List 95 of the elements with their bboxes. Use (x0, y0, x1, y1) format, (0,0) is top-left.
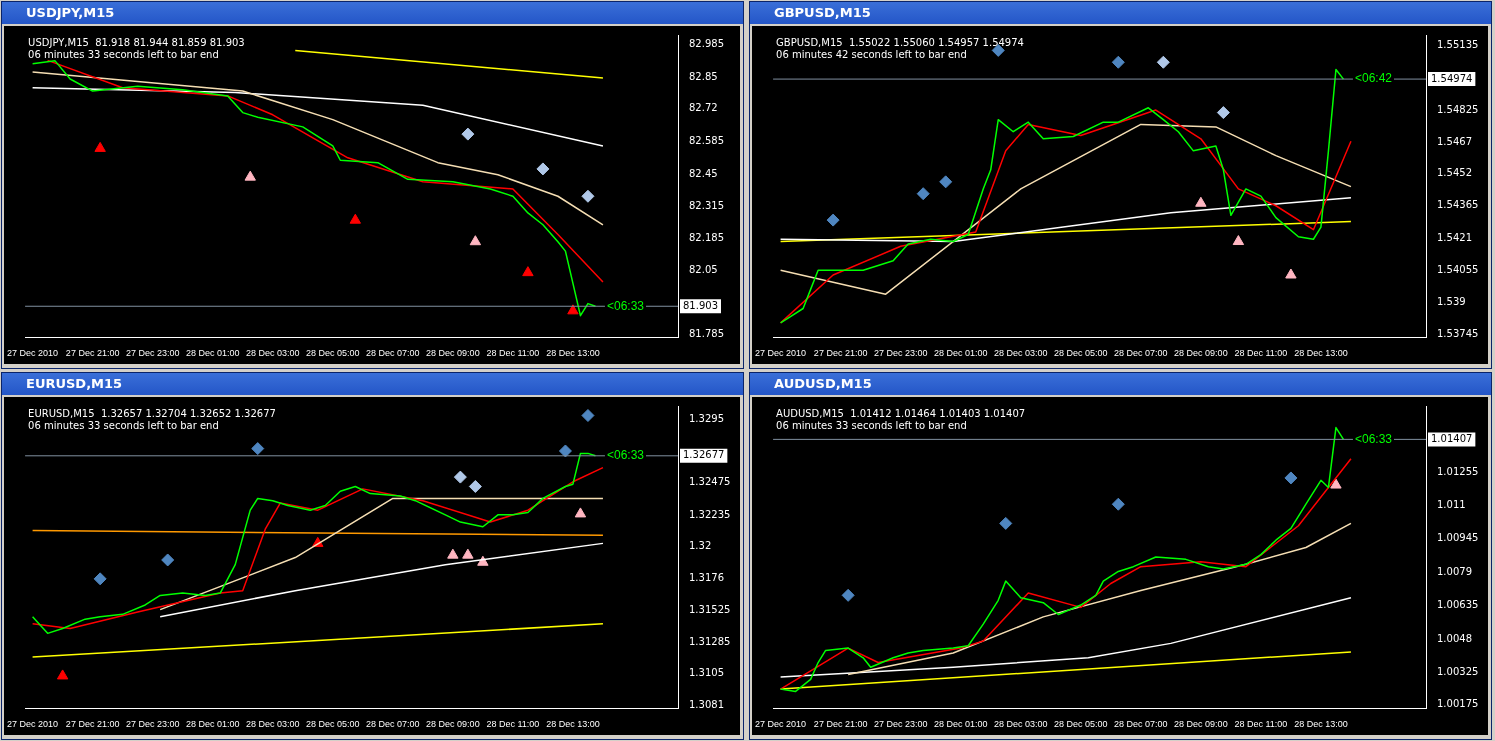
x-tick-label: 27 Dec 23:00 (125, 348, 180, 359)
annotation: <06:33 (606, 298, 645, 313)
x-tick-label: 28 Dec 07:00 (1114, 348, 1168, 359)
y-tick-label: 1.54365 (1437, 199, 1479, 211)
y-tick-label: 1.5421 (1437, 231, 1472, 243)
x-tick-label: 28 Dec 05:00 (306, 348, 360, 359)
x-tick-label: 28 Dec 07:00 (366, 348, 420, 359)
x-tick-label: 27 Dec 21:00 (813, 348, 868, 359)
y-tick-label: 1.3176 (689, 572, 724, 584)
y-tick-label: 82.85 (689, 70, 718, 82)
x-tick-label: 28 Dec 03:00 (245, 719, 300, 730)
y-tick-label: 1.32235 (689, 508, 731, 520)
y-tick-label: 1.00325 (1437, 666, 1479, 678)
y-tick-label: 1.31525 (689, 603, 731, 615)
annotation: 06 minutes 33 seconds left to bar end (776, 419, 967, 431)
annotation: <06:33 (606, 448, 645, 463)
x-tick-label: 28 Dec 09:00 (1174, 719, 1228, 730)
y-tick-label: 82.185 (689, 231, 724, 243)
y-tick-label: 1.5452 (1437, 167, 1472, 179)
annotation: <06:42 (1354, 71, 1393, 86)
y-tick-label: 1.00635 (1437, 599, 1479, 611)
ref-line-label: 1.01407 (1431, 432, 1473, 444)
x-tick-label: 28 Dec 07:00 (1114, 719, 1168, 730)
annotation: 06 minutes 33 seconds left to bar end (28, 48, 219, 60)
y-tick-label: 1.539 (1437, 296, 1466, 308)
x-tick-label: 28 Dec 01:00 (185, 719, 240, 730)
x-tick-label: 28 Dec 11:00 (486, 719, 540, 730)
y-tick-label: 1.5467 (1437, 135, 1472, 147)
annotation: <06:33 (1354, 431, 1393, 446)
x-tick-label: 27 Dec 23:00 (873, 719, 928, 730)
x-tick-label: 28 Dec 09:00 (426, 348, 480, 359)
x-tick-label: 27 Dec 21:00 (813, 719, 868, 730)
chart-title: GBPUSD,M15 (750, 2, 1491, 24)
x-tick-label: 28 Dec 05:00 (306, 719, 360, 730)
x-tick-label: 27 Dec 21:00 (65, 348, 120, 359)
x-tick-label: 28 Dec 13:00 (1294, 348, 1348, 359)
y-tick-label: 1.31285 (689, 635, 731, 647)
x-tick-label: 28 Dec 13:00 (546, 719, 600, 730)
x-tick-label: 28 Dec 03:00 (993, 348, 1048, 359)
y-tick-label: 1.01255 (1437, 465, 1479, 477)
y-tick-label: 1.54825 (1437, 103, 1479, 115)
x-tick-label: 28 Dec 13:00 (1294, 719, 1348, 730)
y-tick-label: 1.0048 (1437, 632, 1472, 644)
x-tick-label: 28 Dec 03:00 (245, 348, 300, 359)
y-tick-label: 1.0079 (1437, 565, 1472, 577)
ref-line-label: 1.54974 (1431, 72, 1473, 84)
chart-title: EURUSD,M15 (2, 373, 743, 395)
x-tick-label: 27 Dec 2010 (755, 719, 807, 730)
y-tick-label: 1.3105 (689, 667, 724, 679)
x-tick-label: 28 Dec 13:00 (546, 348, 600, 359)
y-tick-label: 82.05 (689, 264, 718, 276)
chart-title: USDJPY,M15 (2, 2, 743, 24)
x-tick-label: 28 Dec 07:00 (366, 719, 420, 730)
y-tick-label: 81.785 (689, 328, 724, 340)
chart-subtitle: USDJPY,M15 81.918 81.944 81.859 81.903 (28, 36, 245, 48)
y-tick-label: 82.45 (689, 167, 718, 179)
chart-subtitle: AUDUSD,M15 1.01412 1.01464 1.01403 1.01407 (776, 407, 1026, 419)
x-tick-label: 28 Dec 09:00 (1174, 348, 1228, 359)
ref-line-label: 81.903 (683, 299, 718, 311)
chart-subtitle: EURUSD,M15 1.32657 1.32704 1.32652 1.32677 (28, 407, 276, 419)
x-tick-label: 27 Dec 2010 (755, 348, 807, 359)
chart-title: AUDUSD,M15 (750, 373, 1491, 395)
x-tick-label: 27 Dec 23:00 (873, 348, 928, 359)
x-tick-label: 28 Dec 05:00 (1054, 348, 1108, 359)
y-tick-label: 1.54055 (1437, 263, 1479, 275)
chart-subtitle: GBPUSD,M15 1.55022 1.55060 1.54957 1.54974 (776, 36, 1024, 48)
y-tick-label: 1.3081 (689, 699, 724, 711)
x-tick-label: 28 Dec 03:00 (993, 719, 1048, 730)
x-tick-label: 28 Dec 11:00 (1234, 348, 1288, 359)
x-tick-label: 28 Dec 01:00 (933, 348, 988, 359)
y-tick-label: 82.315 (689, 200, 724, 212)
y-tick-label: 82.585 (689, 134, 724, 146)
y-tick-label: 82.985 (689, 38, 724, 50)
x-tick-label: 28 Dec 11:00 (1234, 719, 1288, 730)
y-tick-label: 1.53745 (1437, 328, 1479, 340)
annotation: 06 minutes 33 seconds left to bar end (28, 419, 219, 431)
y-tick-label: 1.00945 (1437, 532, 1479, 544)
y-tick-label: 1.55135 (1437, 39, 1479, 51)
x-tick-label: 27 Dec 23:00 (125, 719, 180, 730)
x-tick-label: 28 Dec 01:00 (933, 719, 988, 730)
x-tick-label: 28 Dec 05:00 (1054, 719, 1108, 730)
y-tick-label: 82.72 (689, 102, 718, 114)
x-tick-label: 27 Dec 2010 (7, 348, 59, 359)
x-tick-label: 27 Dec 2010 (7, 719, 59, 730)
y-tick-label: 1.32475 (689, 476, 731, 488)
x-tick-label: 27 Dec 21:00 (65, 719, 120, 730)
y-tick-label: 1.00175 (1437, 698, 1479, 710)
y-tick-label: 1.32 (689, 540, 712, 552)
ref-line-label: 1.32677 (683, 449, 725, 461)
annotation: 06 minutes 42 seconds left to bar end (776, 48, 967, 60)
y-tick-label: 1.3295 (689, 412, 724, 424)
x-tick-label: 28 Dec 09:00 (426, 719, 480, 730)
x-tick-label: 28 Dec 11:00 (486, 348, 540, 359)
y-tick-label: 1.011 (1437, 499, 1466, 511)
x-tick-label: 28 Dec 01:00 (185, 348, 240, 359)
